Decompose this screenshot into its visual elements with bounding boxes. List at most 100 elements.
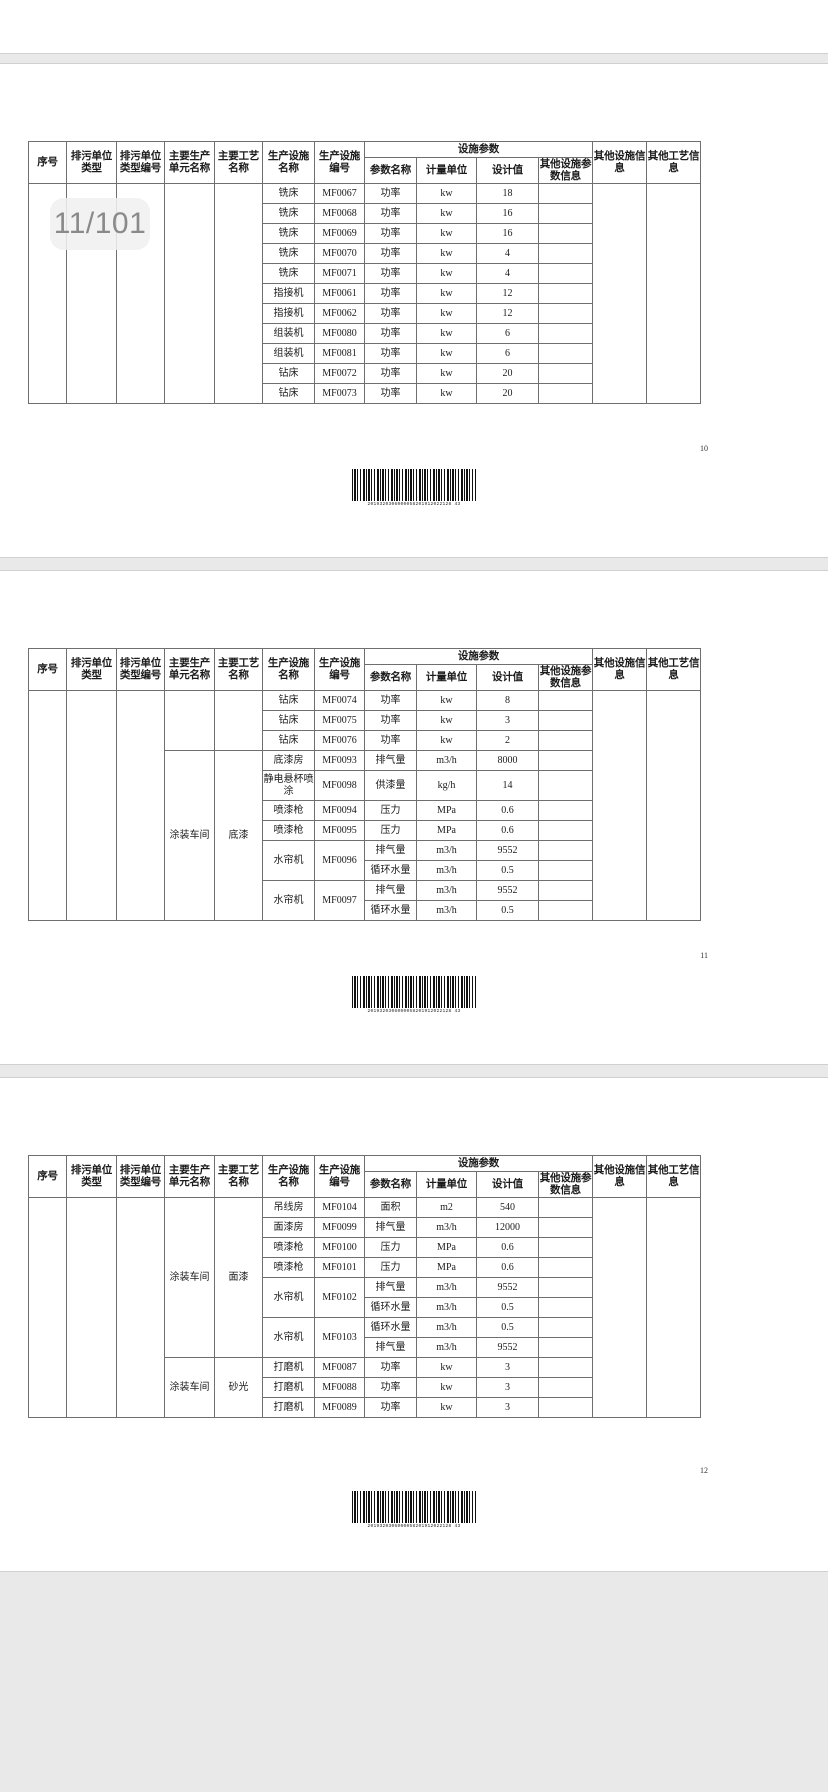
- cell-facility-code: MF0072: [314, 363, 365, 384]
- table-row: 钻床 MF0075 功率 kw 3: [29, 710, 701, 731]
- cell-param-unit: m3/h: [416, 1317, 477, 1338]
- cell-facility-name: 钻床: [262, 383, 315, 404]
- table-row: 打磨机 MF0089 功率 kw 3: [29, 1397, 701, 1418]
- barcode-image: [352, 1491, 476, 1523]
- cell-param-unit: MPa: [416, 820, 477, 841]
- cell-other-param-info: [537, 223, 594, 244]
- cell-design-value: 8000: [476, 750, 539, 771]
- cell-facility-code: MF0089: [314, 1397, 365, 1418]
- facility-table-page-12: 序号 排污单位类型 排污单位类型编号 主要生产单元名称 主要工艺名称 生产设施名…: [28, 1155, 702, 1418]
- cell-facility-name: 组装机: [262, 323, 315, 344]
- cell-other-param-info: [537, 900, 594, 921]
- th-process-name: 主要工艺名称: [214, 1155, 263, 1198]
- cell-facility-name: 打磨机: [262, 1357, 315, 1378]
- page-number: 11: [700, 951, 708, 960]
- document-page-11[interactable]: 序号 排污单位类型 排污单位类型编号 主要生产单元名称 主要工艺名称 生产设施名…: [0, 570, 828, 1065]
- cell-param-unit: kw: [416, 223, 477, 244]
- cell-facility-name: 钻床: [262, 690, 315, 711]
- cell-param-unit: kw: [416, 1377, 477, 1398]
- cell-design-value: 0.6: [476, 800, 539, 821]
- cell-design-value: 9552: [476, 1337, 539, 1358]
- th-unit-type: 排污单位类型: [66, 141, 117, 184]
- table-row: 组装机 MF0081 功率 kw 6: [29, 343, 701, 364]
- cell-param-name: 功率: [364, 1397, 417, 1418]
- cell-facility-code: MF0102: [314, 1277, 365, 1318]
- cell-param-unit: m3/h: [416, 900, 477, 921]
- cell-param-name: 排气量: [364, 1217, 417, 1238]
- cell-param-name: 循环水量: [364, 1297, 417, 1318]
- cell-design-value: 6: [476, 343, 539, 364]
- cell-param-name: 功率: [364, 710, 417, 731]
- cell-process-name: 底漆: [214, 750, 263, 921]
- cell-process-name: [214, 690, 263, 751]
- cell-unit-type-code: [116, 1197, 165, 1418]
- table-row: 水帘机 MF0103 循环水量 m3/h 0.5: [29, 1317, 701, 1358]
- cell-facility-code: MF0073: [314, 383, 365, 404]
- barcode-block: 2019320306000058201912022128 43: [352, 469, 476, 507]
- cell-other-param-info: [537, 183, 594, 204]
- table-row: 喷漆枪 MF0094 压力 MPa 0.6: [29, 800, 701, 821]
- cell-other-process-info: [646, 183, 702, 404]
- cell-design-value: 12: [476, 283, 539, 304]
- cell-other-param-info: [537, 750, 594, 771]
- th-design-value: 设计值: [476, 664, 539, 691]
- table-row: 指接机 MF0062 功率 kw 12: [29, 303, 701, 324]
- cell-param-unit: m3/h: [416, 840, 477, 861]
- cell-facility-code: MF0097: [314, 880, 365, 921]
- table-row: 铣床 MF0070 功率 kw 4: [29, 243, 701, 264]
- cell-other-param-info: [537, 1337, 594, 1358]
- cell-param-unit: m3/h: [416, 880, 477, 901]
- cell-param-name: 功率: [364, 203, 417, 224]
- table-row: 指接机 MF0061 功率 kw 12: [29, 283, 701, 304]
- th-unit-type-code: 排污单位类型编号: [116, 1155, 165, 1198]
- cell-other-param-info: [537, 243, 594, 264]
- cell-prod-unit-name: [164, 690, 215, 751]
- th-facility-name: 生产设施名称: [262, 141, 315, 184]
- th-group-facility-params: 设施参数: [363, 141, 594, 158]
- document-page-10[interactable]: 序号 排污单位类型 排污单位类型编号 主要生产单元名称 主要工艺名称 生产设施名…: [0, 63, 828, 558]
- cell-facility-code: MF0104: [314, 1197, 365, 1218]
- cell-other-facility-info: [592, 183, 648, 404]
- cell-param-name: 面积: [364, 1197, 417, 1218]
- barcode-block: 2019320306000058201912022128 43: [352, 976, 476, 1014]
- table-row: 铣床 MF0068 功率 kw 16: [29, 203, 701, 224]
- cell-design-value: 0.5: [476, 1297, 539, 1318]
- document-page-12[interactable]: 序号 排污单位类型 排污单位类型编号 主要生产单元名称 主要工艺名称 生产设施名…: [0, 1077, 828, 1572]
- cell-facility-code: MF0096: [314, 840, 365, 881]
- cell-other-param-info: [537, 1257, 594, 1278]
- page-number: 10: [700, 444, 708, 453]
- cell-param-unit: kw: [416, 1357, 477, 1378]
- cell-other-param-info: [537, 860, 594, 881]
- th-seq: 序号: [28, 141, 67, 184]
- cell-design-value: 20: [476, 383, 539, 404]
- cell-prod-unit-name: 涂装车间: [164, 750, 215, 921]
- cell-facility-name: 水帘机: [262, 880, 315, 921]
- cell-param-name: 循环水量: [364, 860, 417, 881]
- barcode-number: 2019320306000058201912022128 43: [367, 502, 461, 507]
- cell-facility-name: 喷漆枪: [262, 800, 315, 821]
- cell-other-param-info: [537, 1397, 594, 1418]
- document-page-top-partial[interactable]: [0, 0, 828, 54]
- table-row: 打磨机 MF0088 功率 kw 3: [29, 1377, 701, 1398]
- cell-param-unit: kw: [416, 343, 477, 364]
- th-other-param-info: 其他设施参数信息: [537, 157, 594, 184]
- cell-other-param-info: [537, 383, 594, 404]
- table-row: 铣床 MF0069 功率 kw 16: [29, 223, 701, 244]
- cell-param-name: 压力: [364, 800, 417, 821]
- th-facility-code: 生产设施编号: [314, 648, 365, 691]
- cell-other-param-info: [537, 1317, 594, 1338]
- cell-param-name: 功率: [364, 183, 417, 204]
- cell-param-unit: kw: [416, 710, 477, 731]
- cell-other-param-info: [537, 730, 594, 751]
- cell-param-unit: MPa: [416, 1257, 477, 1278]
- cell-facility-name: 铣床: [262, 203, 315, 224]
- cell-other-param-info: [537, 343, 594, 364]
- cell-design-value: 0.5: [476, 1317, 539, 1338]
- cell-facility-name: 面漆房: [262, 1217, 315, 1238]
- table-row: 水帘机 MF0102 排气量 m3/h 9552: [29, 1277, 701, 1318]
- cell-facility-code: MF0087: [314, 1357, 365, 1378]
- cell-unit-type: [66, 690, 117, 921]
- th-param-name: 参数名称: [364, 1171, 417, 1198]
- cell-param-unit: kw: [416, 323, 477, 344]
